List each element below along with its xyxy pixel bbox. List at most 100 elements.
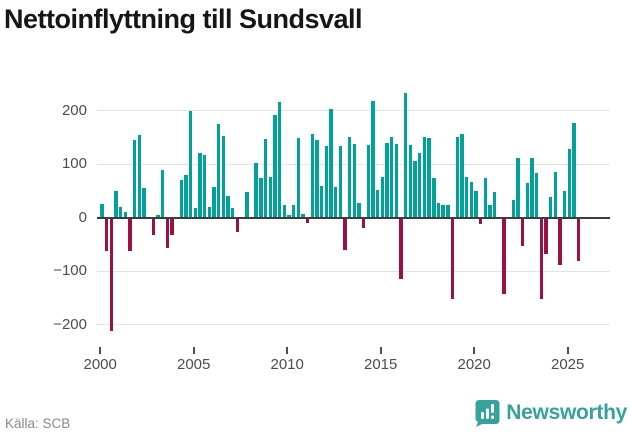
bar xyxy=(567,149,572,218)
bar xyxy=(160,170,165,218)
bar xyxy=(118,206,123,218)
bar xyxy=(347,137,352,218)
bar xyxy=(492,192,497,218)
bar xyxy=(460,134,464,218)
bar xyxy=(287,214,291,218)
x-axis-label: 2010 xyxy=(270,356,304,373)
x-axis-label: 2020 xyxy=(457,356,491,373)
bar xyxy=(408,145,413,218)
bar xyxy=(362,218,366,229)
bar xyxy=(366,145,371,218)
bar xyxy=(179,180,184,218)
bar xyxy=(534,172,539,218)
bar xyxy=(301,213,305,218)
bar xyxy=(109,218,113,331)
bar xyxy=(207,206,212,218)
x-axis-tick xyxy=(379,347,382,354)
bar xyxy=(226,195,230,218)
bar xyxy=(474,190,478,218)
y-axis-label: 200 xyxy=(61,101,87,119)
y-axis-label: 100 xyxy=(61,155,87,172)
x-axis-tick xyxy=(99,347,102,354)
grid-line xyxy=(97,270,610,272)
y-axis-label: −200 xyxy=(53,315,87,333)
bar xyxy=(380,177,385,218)
bar xyxy=(352,143,357,218)
bar xyxy=(413,161,417,218)
chart-title: Nettoinflyttning till Sundsvall xyxy=(4,4,363,34)
bar xyxy=(132,139,137,218)
bar xyxy=(273,114,277,218)
bar xyxy=(371,101,375,218)
bar xyxy=(404,93,408,218)
bar xyxy=(212,187,216,218)
bar xyxy=(235,218,240,232)
bar xyxy=(338,146,343,218)
bar xyxy=(231,207,235,218)
bar xyxy=(245,192,249,218)
x-axis-tick xyxy=(192,347,195,354)
bar xyxy=(544,218,548,255)
bar xyxy=(137,134,141,218)
bar xyxy=(450,218,455,300)
bar xyxy=(488,205,492,218)
bar xyxy=(310,133,314,218)
x-axis-label: 2000 xyxy=(83,356,117,373)
bar xyxy=(502,218,506,295)
bar xyxy=(418,153,422,218)
bar xyxy=(319,186,324,218)
bar xyxy=(184,174,188,218)
bar xyxy=(142,188,146,218)
y-axis-label: −100 xyxy=(53,262,87,279)
zero-baseline xyxy=(97,216,610,219)
bar xyxy=(385,142,389,218)
bar xyxy=(441,205,445,218)
bar xyxy=(427,137,431,218)
x-axis-tick xyxy=(566,347,569,354)
bar xyxy=(329,109,333,218)
bar xyxy=(446,204,450,218)
bar xyxy=(203,154,207,218)
bar xyxy=(399,218,403,280)
x-axis-tick xyxy=(473,347,476,354)
newsworthy-logo-icon xyxy=(475,399,500,427)
bar xyxy=(259,178,263,218)
bar xyxy=(156,214,160,218)
bar xyxy=(553,172,558,218)
bar xyxy=(469,181,473,218)
bar xyxy=(558,218,562,265)
x-axis-label: 2015 xyxy=(364,356,398,373)
bar xyxy=(436,202,441,218)
bar xyxy=(525,182,530,218)
bar xyxy=(432,178,436,218)
bar xyxy=(530,157,534,218)
bar xyxy=(549,196,553,218)
bar xyxy=(572,123,576,218)
bar xyxy=(511,200,515,218)
bar xyxy=(539,218,544,300)
newsworthy-branding[interactable]: Newsworthy xyxy=(475,399,627,427)
bar xyxy=(254,163,258,218)
bar xyxy=(464,176,469,218)
bar xyxy=(577,218,581,262)
bar xyxy=(455,136,459,218)
bar xyxy=(305,218,310,223)
bar xyxy=(193,207,198,218)
grid-line xyxy=(97,110,610,111)
bar xyxy=(516,157,520,218)
bar xyxy=(198,153,202,218)
bar xyxy=(376,189,380,218)
bar xyxy=(390,137,394,218)
bar xyxy=(291,205,296,218)
source-label: Källa: SCB xyxy=(5,416,71,431)
bar xyxy=(277,102,282,218)
bar xyxy=(315,140,319,218)
bar xyxy=(394,143,399,218)
x-axis-label: 2025 xyxy=(551,356,585,373)
bar xyxy=(296,137,300,218)
bar xyxy=(221,136,226,218)
bar xyxy=(170,218,174,235)
newsworthy-wordmark: Newsworthy xyxy=(506,401,627,424)
y-axis-label: 0 xyxy=(78,208,87,226)
bar xyxy=(104,218,109,251)
